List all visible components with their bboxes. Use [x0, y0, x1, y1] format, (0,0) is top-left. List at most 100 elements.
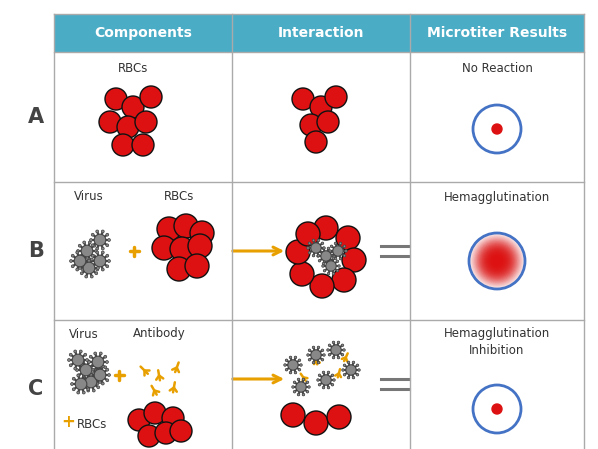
Circle shape — [91, 244, 94, 247]
Circle shape — [302, 393, 305, 396]
Circle shape — [99, 352, 102, 355]
Circle shape — [99, 381, 102, 383]
Circle shape — [490, 254, 505, 269]
Circle shape — [321, 251, 324, 254]
Circle shape — [96, 247, 99, 250]
Circle shape — [356, 364, 359, 366]
Circle shape — [75, 369, 78, 371]
Circle shape — [302, 378, 305, 381]
Circle shape — [314, 216, 338, 240]
Circle shape — [80, 261, 83, 264]
Circle shape — [343, 364, 346, 366]
Circle shape — [327, 405, 351, 429]
Circle shape — [495, 259, 499, 263]
Circle shape — [101, 230, 104, 233]
Circle shape — [97, 386, 100, 389]
Circle shape — [321, 375, 331, 385]
Circle shape — [343, 349, 345, 351]
Circle shape — [105, 88, 127, 110]
Circle shape — [69, 260, 72, 262]
Circle shape — [86, 254, 89, 257]
Circle shape — [90, 374, 93, 376]
Circle shape — [486, 251, 508, 272]
Circle shape — [95, 261, 97, 264]
Circle shape — [85, 376, 97, 388]
Circle shape — [308, 242, 311, 245]
Circle shape — [288, 360, 298, 370]
Circle shape — [339, 242, 341, 245]
Circle shape — [77, 391, 80, 394]
Circle shape — [87, 377, 90, 380]
Circle shape — [162, 407, 184, 429]
Circle shape — [318, 260, 321, 262]
Circle shape — [347, 361, 350, 364]
Circle shape — [334, 257, 337, 260]
Circle shape — [308, 251, 311, 254]
Circle shape — [296, 382, 306, 392]
Circle shape — [85, 258, 88, 261]
Circle shape — [96, 251, 99, 254]
Circle shape — [289, 356, 292, 359]
Circle shape — [343, 374, 346, 376]
Circle shape — [77, 250, 80, 252]
Circle shape — [140, 86, 162, 108]
Circle shape — [188, 234, 212, 258]
Circle shape — [170, 420, 192, 442]
Circle shape — [317, 254, 320, 257]
Circle shape — [167, 257, 191, 281]
Circle shape — [92, 356, 104, 368]
Circle shape — [472, 236, 521, 286]
Circle shape — [97, 375, 100, 378]
Circle shape — [332, 268, 356, 292]
Circle shape — [483, 247, 511, 275]
Circle shape — [317, 361, 320, 364]
Circle shape — [85, 275, 88, 278]
Circle shape — [174, 214, 198, 238]
Circle shape — [71, 265, 74, 268]
Circle shape — [76, 268, 79, 271]
Circle shape — [94, 234, 106, 246]
Circle shape — [101, 365, 104, 368]
Circle shape — [337, 341, 340, 343]
Circle shape — [99, 369, 102, 372]
Circle shape — [322, 262, 325, 265]
Circle shape — [87, 377, 90, 380]
Circle shape — [101, 251, 104, 254]
Circle shape — [152, 236, 176, 260]
Circle shape — [87, 361, 90, 363]
Circle shape — [74, 350, 77, 353]
Circle shape — [332, 273, 335, 275]
Circle shape — [294, 356, 297, 359]
Circle shape — [75, 378, 87, 390]
Circle shape — [312, 361, 315, 364]
Circle shape — [81, 381, 84, 383]
Circle shape — [352, 361, 355, 364]
Circle shape — [342, 248, 366, 272]
Circle shape — [90, 260, 93, 262]
Circle shape — [96, 267, 99, 269]
Circle shape — [78, 255, 81, 258]
Circle shape — [489, 252, 505, 269]
Circle shape — [294, 371, 297, 374]
Circle shape — [324, 260, 326, 263]
Circle shape — [336, 260, 338, 263]
Circle shape — [283, 364, 286, 366]
Circle shape — [306, 391, 309, 393]
Circle shape — [312, 346, 315, 349]
Circle shape — [300, 364, 302, 366]
Circle shape — [339, 257, 341, 260]
Text: Antibody: Antibody — [133, 327, 185, 340]
Circle shape — [94, 352, 97, 355]
Circle shape — [475, 239, 518, 282]
Circle shape — [190, 221, 214, 245]
Circle shape — [89, 355, 92, 358]
Circle shape — [317, 111, 339, 133]
Circle shape — [298, 369, 301, 371]
Circle shape — [308, 349, 311, 352]
Circle shape — [322, 265, 324, 267]
Circle shape — [77, 363, 80, 366]
Circle shape — [92, 374, 94, 377]
Circle shape — [92, 363, 94, 366]
Circle shape — [78, 244, 81, 247]
Circle shape — [80, 272, 83, 275]
